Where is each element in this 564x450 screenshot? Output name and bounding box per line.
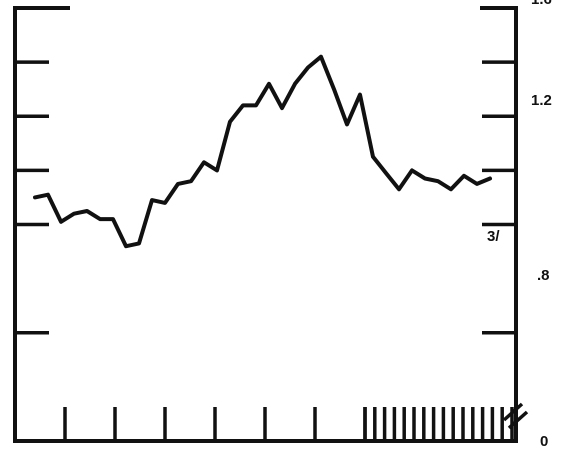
y-tick-label-0: 0: [540, 433, 548, 450]
y-tick-label-2: 1.2: [531, 92, 552, 109]
series-line-0: [33, 54, 492, 249]
series-line-group: [33, 54, 492, 249]
x-axis-ticks: [63, 402, 529, 441]
axis-break-mark-2: [507, 410, 529, 430]
y-tick-label-3: 1.6: [531, 0, 552, 8]
axis-break-mark-1: [502, 402, 524, 422]
series-end-label: 3/: [487, 228, 500, 245]
y-tick-label-1: .8: [537, 267, 550, 284]
tick-labels: 0 .8 1.2 1.6 3/: [487, 0, 552, 450]
chart-axes: [13, 6, 518, 443]
y-axis-ticks: [15, 60, 516, 335]
